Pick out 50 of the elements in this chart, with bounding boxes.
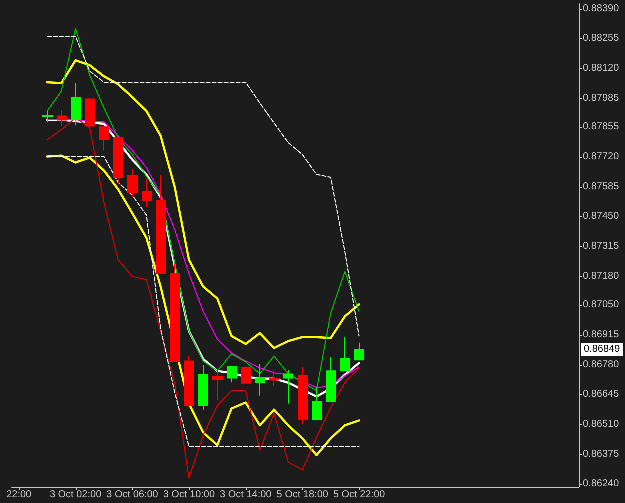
candlestick <box>156 175 166 274</box>
candlestick <box>212 368 223 402</box>
candlestick <box>227 366 237 384</box>
y-tick-label: 0.87450 <box>583 211 620 222</box>
y-tick-label: 0.86645 <box>583 389 620 400</box>
y-tick-label: 0.87855 <box>583 122 620 133</box>
y-tick-label: 0.86240 <box>583 478 620 490</box>
candlestick <box>298 366 308 426</box>
y-tick-label: 0.88120 <box>583 63 620 74</box>
x-tick-label: 3 Oct 06:00 <box>106 490 159 500</box>
x-tick-label: 22:00 <box>6 490 32 500</box>
x-tick-label: 3 Oct 14:00 <box>220 490 272 500</box>
candlestick <box>312 386 322 422</box>
candlestick <box>241 366 251 384</box>
y-tick-label: 0.86510 <box>583 418 620 430</box>
candlestick <box>170 263 180 363</box>
y-tick-label: 0.86780 <box>583 359 620 370</box>
candlestick <box>184 356 194 408</box>
x-tick-label: 3 Oct 10:00 <box>163 490 216 500</box>
candlestick <box>42 110 53 123</box>
candlestick <box>85 98 95 128</box>
line-series <box>46 28 360 392</box>
candlestick <box>255 364 265 396</box>
candlestick <box>142 179 152 208</box>
candlestick <box>113 136 123 186</box>
y-tick-label: 0.87720 <box>583 151 620 162</box>
y-tick-label: 0.87050 <box>583 300 620 311</box>
candlestick <box>269 370 279 386</box>
candlestick <box>198 364 208 410</box>
x-tick-label: 3 Oct 02:00 <box>50 490 102 500</box>
candlestick <box>354 342 364 361</box>
y-tick-label: 0.88390 <box>583 3 620 14</box>
candlestick <box>283 370 293 404</box>
line-series <box>46 118 360 479</box>
x-tick-label: 5 Oct 18:00 <box>276 490 329 500</box>
y-tick-label: 0.88255 <box>583 33 620 44</box>
candlestick <box>57 110 67 127</box>
y-tick-label: 0.87585 <box>583 181 620 192</box>
candlestick <box>326 356 336 404</box>
candlestick <box>127 169 138 198</box>
candlestick <box>340 336 350 372</box>
annotation: 0.86849 <box>584 344 621 356</box>
candlestick <box>71 82 81 126</box>
y-tick-label: 0.87315 <box>583 240 620 252</box>
candlestick <box>99 126 109 152</box>
y-tick-label: 0.87985 <box>583 92 620 104</box>
y-tick-label: 0.86915 <box>583 329 620 340</box>
y-tick-label: 0.86375 <box>583 448 620 460</box>
x-tick-label: 5 Oct 22:00 <box>333 490 386 500</box>
y-tick-label: 0.87180 <box>583 270 620 282</box>
